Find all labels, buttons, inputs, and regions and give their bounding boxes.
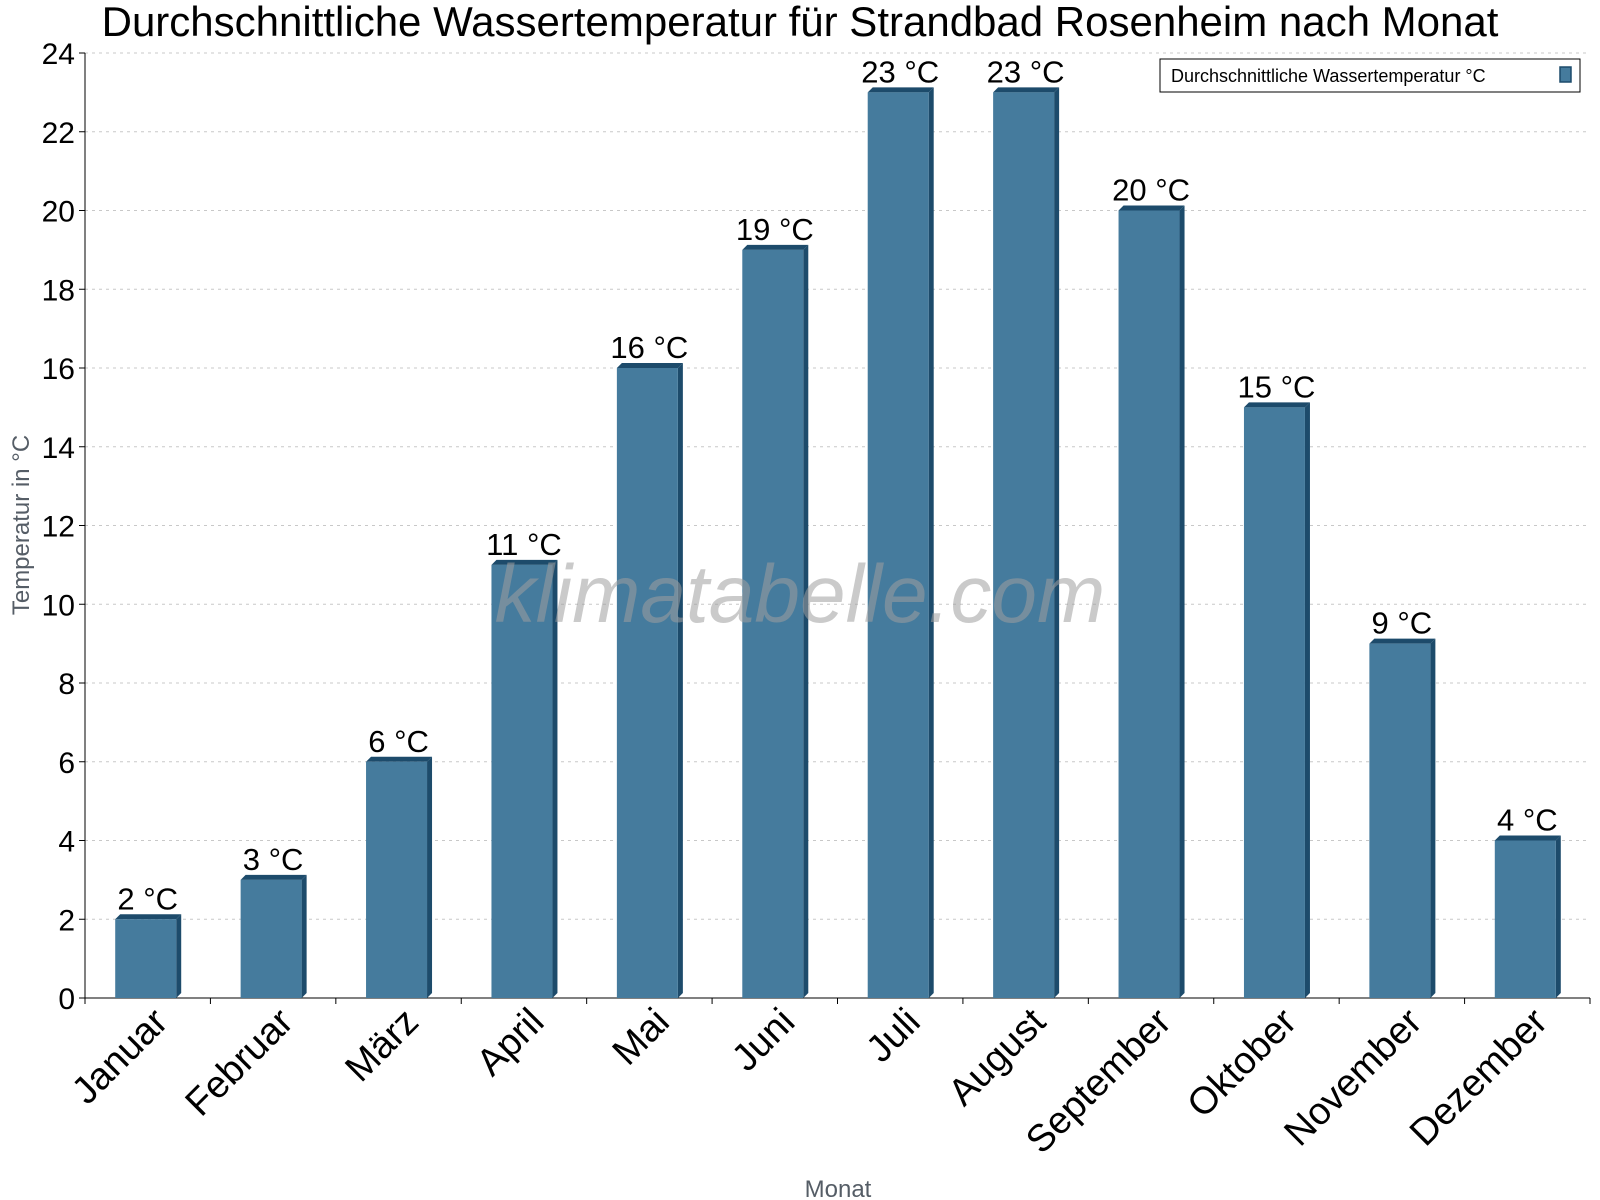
data-label: 20 °C (1112, 173, 1190, 208)
x-tick-label: Oktober (1180, 1000, 1306, 1126)
bar-front (1369, 643, 1431, 998)
bars (115, 87, 1561, 998)
data-label: 3 °C (243, 842, 304, 877)
y-tick-label: 22 (42, 117, 75, 150)
y-tick-label: 24 (42, 38, 75, 71)
bar-side (1054, 87, 1060, 998)
data-labels: 2 °C 3 °C 6 °C 11 °C 16 °C 19 °C 23 °C 23 °C 20 … (117, 54, 1557, 916)
y-tick-label: 6 (58, 747, 75, 780)
bar-juli (867, 87, 934, 998)
data-label: 6 °C (368, 724, 429, 759)
bar-front (491, 564, 553, 998)
data-label: 16 °C (610, 330, 688, 365)
bar-front (115, 919, 177, 998)
bar-top (366, 756, 433, 762)
bar-oktober (1243, 402, 1310, 998)
bar-side (928, 87, 934, 998)
bar-top (1369, 638, 1436, 644)
bar-september (1118, 205, 1185, 998)
bar-side (552, 559, 558, 998)
bar-top (1243, 402, 1310, 408)
x-tick-label: August (941, 1000, 1055, 1114)
bar-front (616, 368, 678, 998)
bar-front (993, 92, 1055, 998)
bar-januar (115, 914, 182, 998)
legend-box (1159, 58, 1581, 93)
bar-side (176, 914, 182, 998)
bar-side (803, 244, 809, 998)
data-label: 19 °C (736, 212, 814, 247)
y-tick-label: 18 (42, 274, 75, 307)
legend-series-label: Durchschnittliche Wassertemperatur °C (1171, 66, 1486, 86)
x-tick-label: Februar (178, 1000, 302, 1124)
bar-top (491, 559, 558, 565)
data-label: 4 °C (1497, 803, 1558, 838)
x-tick-label: Januar (64, 1000, 176, 1112)
chart-title: Durchschnittliche Wassertemperatur für S… (102, 0, 1499, 45)
bar-top (115, 914, 182, 920)
x-tick-label: April (469, 1001, 552, 1084)
bar-front (1494, 840, 1556, 998)
y-tick-label: 2 (58, 904, 75, 937)
y-tick-label: 0 (58, 983, 75, 1016)
data-label: 11 °C (486, 527, 562, 562)
y-tick-label: 8 (58, 668, 75, 701)
x-tick-label: März (337, 1001, 426, 1090)
x-axis-title: Monat (805, 1176, 872, 1200)
bar-november (1369, 638, 1436, 998)
bar-side (1179, 205, 1185, 998)
bar-top (1494, 835, 1561, 841)
bar-side (427, 756, 433, 998)
bar-mai (616, 363, 683, 998)
bar-top (616, 363, 683, 368)
bar-front (742, 249, 804, 998)
y-tick-label: 20 (42, 196, 75, 229)
x-tick-label: Mai (605, 1001, 678, 1074)
y-tick-label: 10 (42, 589, 75, 622)
y-tick-label: 4 (58, 826, 75, 859)
x-tick-label: Juni (724, 1001, 803, 1080)
bar-side (1430, 638, 1436, 998)
bar-märz (366, 756, 433, 998)
bar-side (677, 363, 683, 998)
bar-februar (240, 874, 307, 998)
legend: Durchschnittliche Wassertemperatur °C (1159, 58, 1581, 93)
x-tick-label: Juli (859, 1001, 929, 1071)
data-label: 2 °C (117, 881, 178, 916)
bar-dezember (1494, 835, 1561, 998)
watermark: klimatabelle.com (495, 549, 1106, 640)
bar-front (867, 92, 929, 998)
bar-top (993, 87, 1060, 93)
x-tick-label: Dezember (1402, 1000, 1556, 1154)
data-label: 9 °C (1372, 606, 1433, 641)
bar-juni (742, 244, 809, 998)
data-label: 23 °C (987, 54, 1065, 89)
bar-side (1555, 835, 1561, 998)
y-tick-label: 14 (42, 432, 75, 465)
bar-top (742, 244, 809, 250)
data-label: 15 °C (1238, 369, 1316, 404)
bar-front (1118, 210, 1180, 998)
y-axis-title: Temperatur in °C (8, 435, 35, 615)
axes (79, 52, 1591, 1004)
data-label: 23 °C (861, 54, 939, 89)
y-tick-label: 16 (42, 353, 75, 386)
bar-front (240, 879, 302, 998)
y-tick-label: 12 (42, 511, 75, 544)
bar-side (301, 874, 307, 998)
bar-side (1304, 402, 1310, 998)
bar-top (240, 874, 307, 880)
grid-lines (85, 52, 1590, 920)
bar-front (1243, 407, 1305, 998)
bar-top (1118, 205, 1185, 211)
bar-august (993, 87, 1060, 998)
bar-april (491, 559, 558, 998)
legend-swatch (1559, 66, 1572, 83)
bar-front (366, 761, 428, 998)
bar-top (867, 87, 934, 93)
